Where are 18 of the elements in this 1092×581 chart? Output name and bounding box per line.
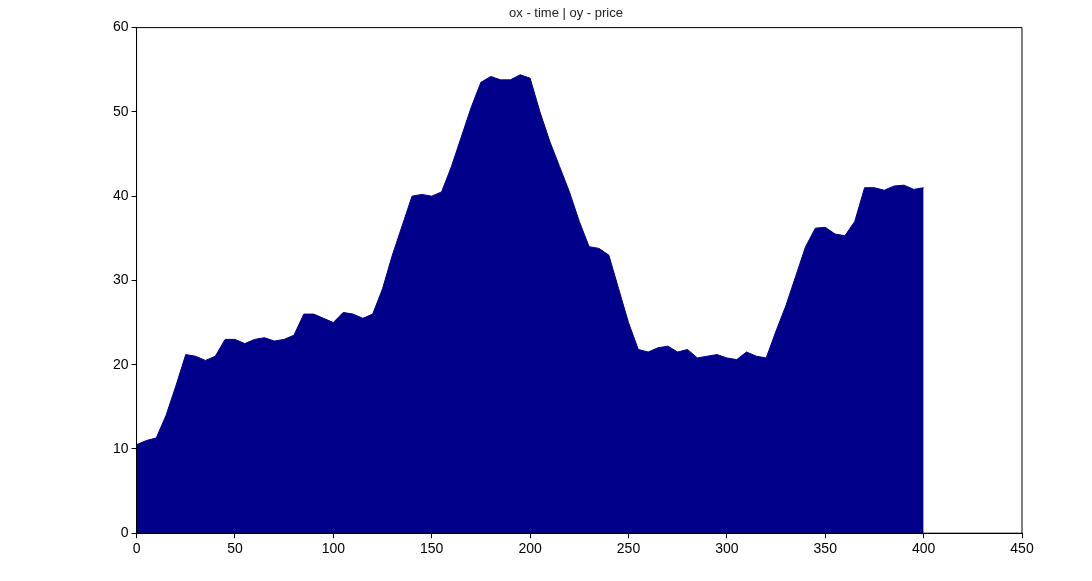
- y-tick-label: 0: [120, 524, 129, 541]
- y-tick-label: 60: [112, 18, 129, 35]
- x-tick-label: 200: [518, 540, 542, 557]
- y-tick-label: 10: [112, 439, 129, 456]
- x-tick-label: 300: [715, 540, 739, 557]
- x-tick-label: 0: [132, 540, 141, 557]
- x-tick-label: 350: [813, 540, 838, 557]
- x-tick-label: 250: [616, 540, 641, 557]
- y-tick-label: 50: [112, 102, 129, 119]
- x-tick-label: 150: [420, 540, 444, 557]
- x-tick-label: 450: [1010, 540, 1034, 557]
- y-tick-label: 20: [112, 355, 129, 372]
- y-tick-label: 30: [112, 271, 129, 288]
- x-tick-label: 50: [227, 540, 243, 557]
- chart-title: ox - time | oy - price: [509, 5, 623, 21]
- y-tick-label: 40: [112, 186, 129, 203]
- x-tick-label: 100: [321, 540, 346, 557]
- x-tick-label: 400: [911, 540, 936, 557]
